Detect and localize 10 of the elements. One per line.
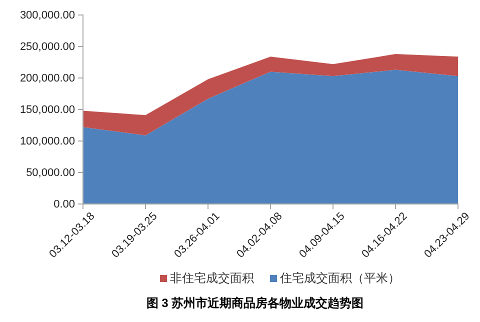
text: 图 3 苏州市近期商品房各物业成交趋势图 (146, 296, 364, 310)
y-tick-label: 50,000.00 (26, 167, 75, 180)
legend-label: 住宅成交面积（平米） (279, 271, 400, 285)
y-tick-label: 0.00 (54, 198, 75, 211)
y-tick-label: 300,000.00 (20, 10, 75, 22)
y-tick-label: 100,000.00 (20, 136, 75, 148)
legend-label: 非住宅成交面积 (170, 271, 254, 285)
y-tick-label: 150,000.00 (20, 104, 75, 116)
y-tick-label: 250,000.00 (20, 41, 75, 54)
y-tick-label: 200,000.00 (20, 72, 75, 85)
